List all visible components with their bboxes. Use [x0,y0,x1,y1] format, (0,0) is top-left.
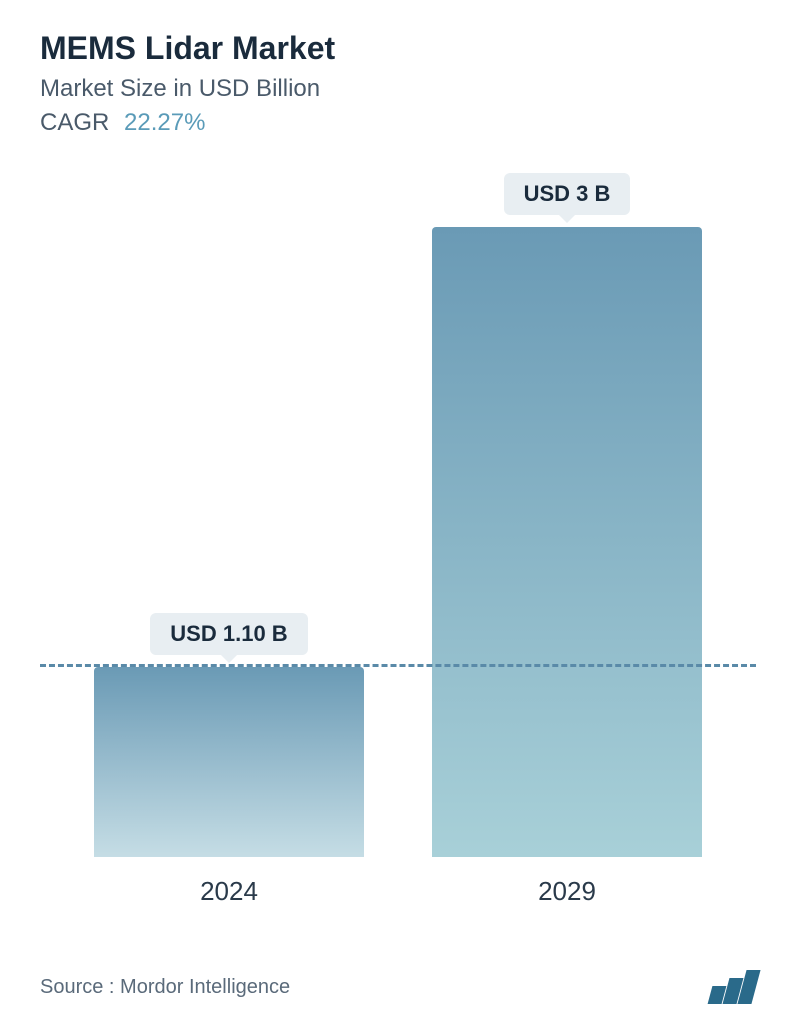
bar-group-2029: USD 3 B [432,173,702,857]
cagr-value: 22.27% [124,109,205,136]
reference-line [40,664,756,667]
chart-area: USD 1.10 B USD 3 B 2024 2029 [40,167,756,907]
x-label-2029: 2029 [432,876,702,907]
cagr-label: CAGR [40,109,109,136]
chart-title: MEMS Lidar Market [40,30,756,67]
bar-2029 [432,227,702,857]
bar-2024 [94,667,364,857]
footer: Source : Mordor Intelligence [40,970,756,1004]
logo-icon [710,970,756,1004]
chart-subtitle: Market Size in USD Billion [40,75,756,103]
logo-bar-3 [737,970,760,1004]
value-label-2029: USD 3 B [504,173,631,215]
source-text: Source : Mordor Intelligence [40,976,290,999]
value-label-2024: USD 1.10 B [150,613,307,655]
bar-group-2024: USD 1.10 B [94,613,364,857]
bars-container: USD 1.10 B USD 3 B [40,167,756,857]
cagr-row: CAGR 22.27% [40,109,756,137]
x-label-2024: 2024 [94,876,364,907]
x-axis-labels: 2024 2029 [40,876,756,907]
